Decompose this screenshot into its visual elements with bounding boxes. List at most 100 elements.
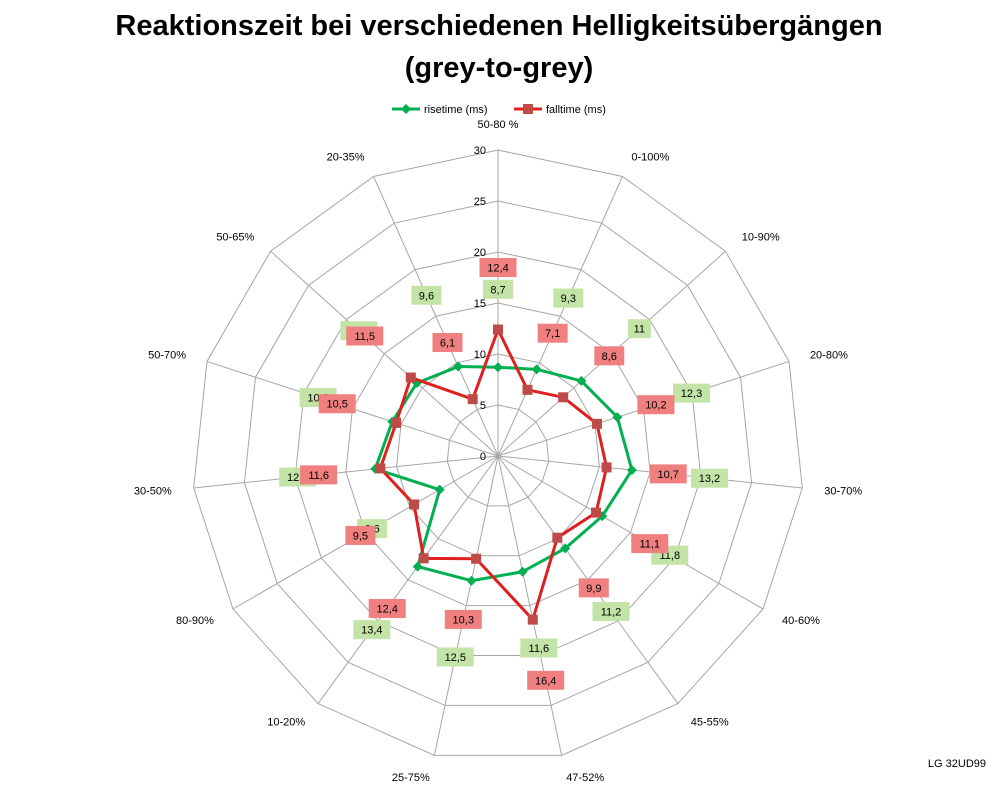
data-label: 8,7 <box>490 284 505 296</box>
category-label: 20-80% <box>810 350 848 362</box>
grid-spoke <box>317 455 499 704</box>
legend-marker <box>523 104 533 114</box>
data-point <box>375 463 386 474</box>
data-point <box>493 362 503 373</box>
data-label-box <box>527 670 565 690</box>
category-label: 30-50% <box>134 485 172 497</box>
data-point <box>576 375 587 386</box>
data-point <box>434 484 445 495</box>
data-label: 11,1 <box>639 539 660 551</box>
data-label: 10,5 <box>326 399 347 411</box>
grid-spoke <box>497 455 764 610</box>
grid-spoke <box>193 455 499 489</box>
category-label: 45-55% <box>691 716 729 728</box>
data-point <box>531 364 542 375</box>
grid-ring <box>396 353 600 557</box>
data-point <box>527 614 538 625</box>
data-point <box>409 499 420 510</box>
data-label-box <box>479 258 517 278</box>
data-point <box>612 412 623 423</box>
data-label: 8,6 <box>602 351 617 363</box>
radial-tick-label: 25 <box>474 196 486 208</box>
data-point <box>591 418 602 429</box>
grid-ring <box>345 302 651 607</box>
data-label-box <box>537 323 568 343</box>
data-label-box <box>673 383 711 403</box>
grid-spoke <box>433 455 499 756</box>
data-label: 12,3 <box>681 388 702 400</box>
data-label-box <box>592 602 630 622</box>
data-label: 13,4 <box>361 625 382 637</box>
data-point <box>517 566 528 577</box>
data-point <box>466 575 477 586</box>
data-label: 11,6 <box>529 643 550 655</box>
category-label: 80-90% <box>176 615 214 627</box>
data-point <box>471 553 482 564</box>
data-point <box>558 392 569 403</box>
data-label: 11,6 <box>308 470 329 482</box>
category-label: 50-65% <box>216 232 254 244</box>
data-label: 9,5 <box>353 530 368 542</box>
category-label: 10-90% <box>742 232 780 244</box>
data-label: 9,9 <box>586 583 601 595</box>
radial-tick-label: 30 <box>474 145 486 157</box>
data-point <box>453 361 464 372</box>
grid-spoke <box>373 176 499 457</box>
radial-tick-label: 10 <box>474 349 486 361</box>
legend-label: falltime (ms) <box>546 104 606 116</box>
data-label-box <box>649 464 687 484</box>
data-label-box <box>627 319 651 339</box>
data-label: 7,1 <box>545 328 560 340</box>
data-label: 10,3 <box>453 614 474 626</box>
data-point <box>591 507 602 518</box>
data-label: 16,4 <box>535 675 556 687</box>
data-point <box>560 543 571 554</box>
data-label-box <box>631 534 669 554</box>
data-point <box>405 372 416 383</box>
data-label: 6,1 <box>440 338 455 350</box>
data-label-box <box>483 279 513 299</box>
category-label: 20-35% <box>327 151 365 163</box>
data-label: 11,5 <box>354 331 375 343</box>
grid-ring <box>243 200 753 706</box>
data-point <box>552 532 563 543</box>
series-line <box>373 365 634 583</box>
data-point <box>522 384 533 395</box>
data-label-box <box>318 394 356 414</box>
grid-spoke <box>497 455 563 756</box>
radial-tick-label: 5 <box>480 400 486 412</box>
grid-ring <box>193 149 803 756</box>
radial-tick-label: 15 <box>474 298 486 310</box>
data-label-box <box>520 638 558 658</box>
data-point <box>626 465 637 476</box>
data-label: 10,7 <box>657 469 678 481</box>
category-label: 50-80 % <box>478 119 519 131</box>
data-label-box <box>346 326 384 346</box>
data-label: 10,2 <box>645 400 666 412</box>
data-label: 11,8 <box>659 550 680 562</box>
data-point <box>391 417 402 428</box>
data-label-box <box>345 525 376 545</box>
radial-tick-label: 20 <box>474 247 486 259</box>
category-label: 47-52% <box>566 772 604 784</box>
category-label: 50-70% <box>148 350 186 362</box>
legend-label: risetime (ms) <box>424 104 488 116</box>
data-label-box <box>411 285 442 305</box>
data-label: 9,6 <box>419 290 434 302</box>
data-label-box <box>444 609 482 629</box>
chart-title-line-2: (grey-to-grey) <box>404 52 594 84</box>
chart-title-line-1: Reaktionszeit bei verschiedenen Helligke… <box>115 10 883 42</box>
model-watermark: LG 32UD99 <box>927 758 986 770</box>
data-label-box <box>637 395 675 415</box>
series-line <box>378 328 609 622</box>
grid-spoke <box>497 176 623 457</box>
data-label: 12,5 <box>445 652 466 664</box>
data-label: 12,4 <box>487 263 508 275</box>
data-label-box <box>436 647 474 667</box>
data-label-box <box>578 578 609 598</box>
radial-tick-label: 0 <box>480 451 486 463</box>
data-label-box <box>553 288 584 308</box>
data-label: 13,2 <box>699 473 720 485</box>
grid-ring <box>446 404 550 507</box>
